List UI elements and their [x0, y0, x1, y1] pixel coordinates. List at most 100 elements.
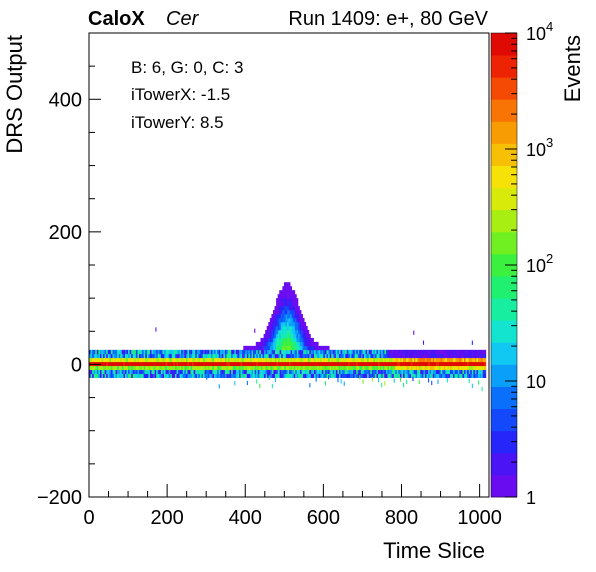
heatmap-cell — [217, 373, 219, 378]
heatmap-cell — [246, 345, 249, 351]
heatmap-cell — [218, 373, 221, 378]
heatmap-cell — [293, 306, 296, 311]
heatmap-cell — [476, 357, 479, 363]
heatmap-cell — [270, 361, 273, 367]
heatmap-cell — [470, 349, 473, 355]
heatmap-cell — [254, 373, 257, 378]
heatmap-cell — [382, 353, 385, 359]
heatmap-cell — [317, 349, 319, 355]
heatmap-cell — [243, 361, 246, 367]
heatmap-cell — [149, 361, 152, 367]
heatmap-cell — [257, 341, 260, 347]
heatmap-cell — [132, 349, 135, 355]
heatmap-cell — [176, 369, 179, 375]
heatmap-cell — [409, 357, 412, 363]
heatmap-cell — [368, 369, 371, 375]
heatmap-cell — [321, 369, 324, 375]
heatmap-cell — [192, 373, 194, 378]
heatmap-cell — [280, 306, 283, 311]
heatmap-cell — [415, 357, 418, 363]
heatmap-cell — [189, 369, 191, 375]
heatmap-cell — [115, 373, 118, 378]
heatmap-cell — [192, 349, 194, 355]
heatmap-cell — [446, 353, 449, 359]
heatmap-cell — [282, 357, 285, 363]
heatmap-cell — [239, 365, 241, 371]
heatmap-cell — [434, 373, 437, 378]
heatmap-cell — [292, 373, 294, 378]
heatmap-cell — [165, 349, 168, 355]
heatmap-cell — [182, 353, 185, 359]
heatmap-cell — [139, 373, 141, 378]
heatmap-cell — [259, 361, 262, 367]
heatmap-cell — [387, 365, 390, 371]
heatmap-cell — [387, 349, 390, 355]
heatmap-cell — [412, 349, 415, 355]
heatmap-cell — [280, 325, 283, 331]
heatmap-cell — [307, 329, 310, 335]
heatmap-cell — [121, 349, 124, 355]
heatmap-cell — [239, 349, 241, 355]
heatmap-cell — [276, 325, 278, 331]
heatmap-cell — [296, 329, 299, 335]
heatmap-cell — [434, 369, 437, 375]
heatmap-cell — [171, 349, 174, 355]
heatmap-cell — [417, 361, 419, 367]
heatmap-cell — [221, 349, 224, 355]
heatmap-cell — [272, 329, 275, 335]
heatmap-cell — [224, 373, 227, 378]
heatmap-cell — [428, 349, 430, 355]
heatmap-cell — [223, 369, 226, 375]
heatmap-cell — [428, 378, 430, 383]
heatmap-cell — [137, 357, 140, 363]
heatmap-cell — [443, 349, 446, 355]
heatmap-cell — [398, 349, 401, 355]
heatmap-cell — [285, 282, 288, 287]
heatmap-cell — [320, 369, 323, 375]
heatmap-cell — [126, 369, 129, 375]
y-tick-label: 0 — [71, 354, 82, 376]
heatmap-cell — [251, 345, 253, 351]
palette-swatch — [491, 77, 517, 100]
palette-swatch — [491, 165, 517, 189]
heatmap-cell — [310, 337, 313, 343]
heatmap-cell — [407, 365, 410, 371]
heatmap-cell — [201, 365, 204, 371]
heatmap-cell — [251, 373, 254, 378]
heatmap-cell — [301, 322, 303, 327]
heatmap-cell — [301, 318, 303, 323]
heatmap-cell — [190, 357, 193, 363]
heatmap-cell — [301, 329, 303, 335]
heatmap-cell — [159, 349, 162, 355]
heatmap-cell — [117, 349, 119, 355]
heatmap-cell — [173, 357, 176, 363]
heatmap-cell — [269, 318, 272, 323]
heatmap-cell — [148, 365, 151, 371]
heatmap-cell — [257, 361, 260, 367]
heatmap-cell — [298, 353, 301, 359]
heatmap-cell — [114, 373, 116, 378]
heatmap-cell — [123, 373, 126, 378]
heatmap-cell — [185, 365, 188, 371]
heatmap-cell — [99, 369, 102, 375]
heatmap-cell — [435, 349, 438, 355]
heatmap-cell — [90, 373, 93, 378]
heatmap-cell — [171, 357, 174, 363]
heatmap-cell — [443, 373, 446, 378]
heatmap-cell — [109, 349, 112, 355]
heatmap-cell — [339, 353, 341, 359]
heatmap-cell — [312, 357, 315, 363]
heatmap-cell — [273, 373, 276, 378]
heatmap-cell — [292, 357, 294, 363]
heatmap-cell — [340, 379, 342, 384]
heatmap-cell — [214, 361, 216, 367]
heatmap-cell — [239, 373, 241, 378]
heatmap-cell — [131, 353, 134, 359]
heatmap-cell — [142, 353, 144, 359]
heatmap-cell — [370, 353, 373, 359]
heatmap-cell — [340, 361, 343, 367]
heatmap-cell — [357, 365, 360, 371]
heatmap-cell — [299, 361, 302, 367]
heatmap-cell — [290, 361, 293, 367]
heatmap-cell — [212, 373, 215, 378]
